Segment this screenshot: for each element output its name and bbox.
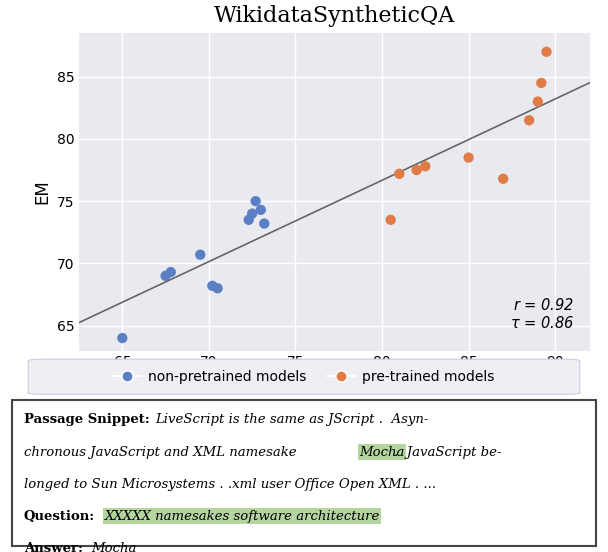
- Point: [260, 219, 269, 228]
- Point: [244, 215, 254, 224]
- Point: [395, 169, 404, 178]
- Point: [464, 153, 474, 162]
- Text: Mocha: Mocha: [91, 542, 136, 552]
- Text: LiveScript is the same as JScript .  Asyn-: LiveScript is the same as JScript . Asyn…: [155, 413, 429, 426]
- Point: [420, 162, 430, 171]
- FancyBboxPatch shape: [12, 400, 596, 546]
- Point: [536, 78, 546, 87]
- Text: Passage Snippet:: Passage Snippet:: [24, 413, 150, 426]
- Point: [250, 197, 260, 205]
- Text: Answer:: Answer:: [24, 542, 83, 552]
- Text: Question:: Question:: [24, 510, 95, 523]
- Point: [213, 284, 223, 293]
- Point: [166, 268, 176, 277]
- Point: [207, 282, 217, 290]
- Point: [533, 97, 543, 106]
- Text: .  JavaScript be-: . JavaScript be-: [395, 445, 502, 459]
- Legend: non-pretrained models, pre-trained models: non-pretrained models, pre-trained model…: [108, 364, 500, 389]
- X-axis label: SQuAD EM: SQuAD EM: [290, 375, 379, 393]
- Text: XXXXX namesakes software architecture: XXXXX namesakes software architecture: [105, 510, 380, 523]
- FancyBboxPatch shape: [28, 359, 580, 394]
- Text: longed to Sun Microsystems . .xml user Office Open XML . ...: longed to Sun Microsystems . .xml user O…: [24, 477, 436, 491]
- Point: [161, 272, 170, 280]
- Point: [524, 116, 534, 125]
- Title: WikidataSyntheticQA: WikidataSyntheticQA: [214, 5, 455, 27]
- Point: [247, 209, 257, 218]
- Text: $r$ = 0.92
$\tau$ = 0.86: $r$ = 0.92 $\tau$ = 0.86: [511, 297, 575, 331]
- Point: [412, 166, 421, 174]
- Point: [256, 205, 266, 214]
- Text: chronous JavaScript and XML namesake: chronous JavaScript and XML namesake: [24, 445, 297, 459]
- Y-axis label: EM: EM: [33, 179, 51, 204]
- Point: [386, 215, 396, 224]
- Point: [542, 47, 551, 56]
- Point: [499, 174, 508, 183]
- Point: [195, 250, 205, 259]
- Text: Mocha: Mocha: [359, 445, 405, 459]
- Point: [117, 333, 127, 342]
